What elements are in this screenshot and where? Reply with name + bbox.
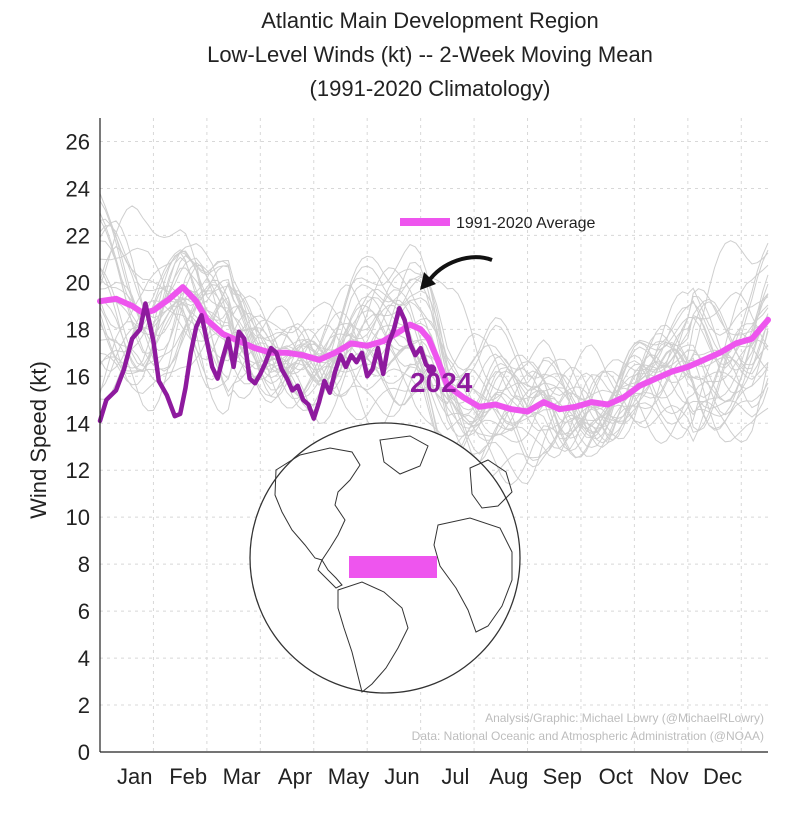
x-tick-label: Jan xyxy=(117,764,152,789)
background-year-trace xyxy=(99,220,769,441)
background-year-trace xyxy=(99,261,769,440)
continent-central-america xyxy=(317,558,343,589)
continent-north-america xyxy=(274,447,361,561)
background-year-trace xyxy=(99,284,769,470)
y-tick-label: 24 xyxy=(66,176,90,201)
continent-greenland xyxy=(379,435,429,475)
continent-south-america xyxy=(337,581,409,693)
y-tick-label: 8 xyxy=(78,552,90,577)
background-year-trace xyxy=(99,205,769,405)
y-tick-label: 6 xyxy=(78,599,90,624)
series-2024-end-marker xyxy=(426,364,437,375)
chart-title-line-2: Low-Level Winds (kt) -- 2-Week Moving Me… xyxy=(207,42,653,67)
x-tick-label: Aug xyxy=(489,764,528,789)
continent-africa xyxy=(433,517,513,633)
y-tick-label: 2 xyxy=(78,693,90,718)
x-tick-label: Jun xyxy=(384,764,419,789)
series-line-average xyxy=(97,284,771,415)
y-axis-label: Wind Speed (kt) xyxy=(26,361,51,519)
credit-line-1: Analysis/Graphic: Michael Lowry (@Michae… xyxy=(485,711,764,725)
y-tick-label: 18 xyxy=(66,317,90,342)
y-tick-label: 14 xyxy=(66,411,90,436)
credit-line-2: Data: National Oceanic and Atmospheric A… xyxy=(412,729,764,743)
y-tick-label: 20 xyxy=(66,270,90,295)
background-year-trace xyxy=(99,264,769,435)
x-tick-label: Feb xyxy=(169,764,207,789)
background-year-trace xyxy=(99,193,769,430)
continent-europe xyxy=(469,459,513,509)
y-tick-label: 12 xyxy=(66,458,90,483)
x-tick-label: Nov xyxy=(650,764,689,789)
y-tick-label: 10 xyxy=(66,505,90,530)
annotation-arrow xyxy=(426,255,493,284)
globe-inset xyxy=(249,422,521,694)
x-tick-label: Oct xyxy=(599,764,633,789)
annotation-arrow-head xyxy=(420,272,436,290)
y-tick-label: 16 xyxy=(66,364,90,389)
background-year-trace xyxy=(99,245,769,455)
background-years xyxy=(99,193,769,499)
x-tick-label: Dec xyxy=(703,764,742,789)
legend-label-average: 1991-2020 Average xyxy=(456,215,595,232)
y-tick-label: 0 xyxy=(78,740,90,765)
chart-title-line-1: Atlantic Main Development Region xyxy=(261,8,599,33)
x-tick-label: Apr xyxy=(278,764,312,789)
y-tick-label: 22 xyxy=(66,223,90,248)
chart-title-line-3: (1991-2020 Climatology) xyxy=(310,76,551,101)
main-development-region-box xyxy=(349,556,437,578)
background-year-trace xyxy=(99,296,769,480)
x-tick-label: Jul xyxy=(441,764,469,789)
x-tick-label: Mar xyxy=(223,764,261,789)
background-year-trace xyxy=(99,250,769,432)
series-line-2024 xyxy=(97,301,434,424)
y-tick-label: 26 xyxy=(66,129,90,154)
x-tick-label: May xyxy=(328,764,370,789)
background-year-trace xyxy=(99,290,769,458)
legend: 1991-2020 Average xyxy=(400,215,595,232)
y-tick-label: 4 xyxy=(78,646,90,671)
annotation-2024-label: 2024 xyxy=(410,367,473,398)
x-tick-label: Sep xyxy=(543,764,582,789)
series-layer xyxy=(97,284,771,424)
